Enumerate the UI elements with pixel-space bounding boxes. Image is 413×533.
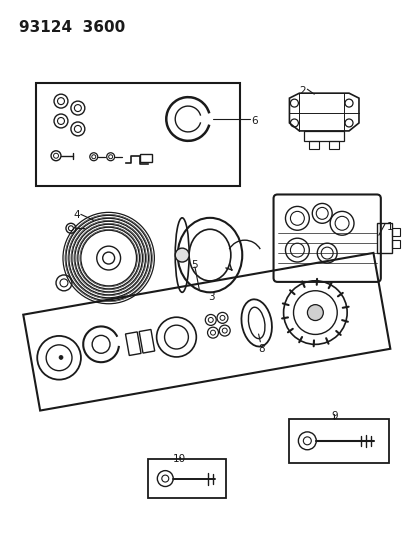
Bar: [148, 459, 225, 498]
Bar: [391, 240, 399, 248]
Bar: [391, 228, 399, 236]
Circle shape: [175, 248, 189, 262]
Bar: [309, 141, 318, 149]
Text: 10: 10: [173, 454, 186, 464]
Text: 6: 6: [251, 116, 258, 126]
Text: 9: 9: [330, 411, 337, 421]
Bar: [36, 83, 239, 185]
Circle shape: [307, 305, 323, 320]
Circle shape: [59, 356, 63, 359]
Text: 3: 3: [207, 292, 214, 302]
Bar: [328, 141, 338, 149]
Bar: [376, 223, 391, 253]
Text: 1: 1: [386, 222, 392, 232]
Bar: [289, 419, 388, 463]
Text: 2: 2: [299, 86, 305, 96]
Text: 93124  3600: 93124 3600: [19, 20, 125, 35]
Text: 4: 4: [74, 211, 81, 220]
Text: 8: 8: [258, 344, 264, 354]
Bar: [140, 154, 152, 161]
Text: 5: 5: [190, 260, 197, 270]
Bar: [304, 131, 343, 141]
